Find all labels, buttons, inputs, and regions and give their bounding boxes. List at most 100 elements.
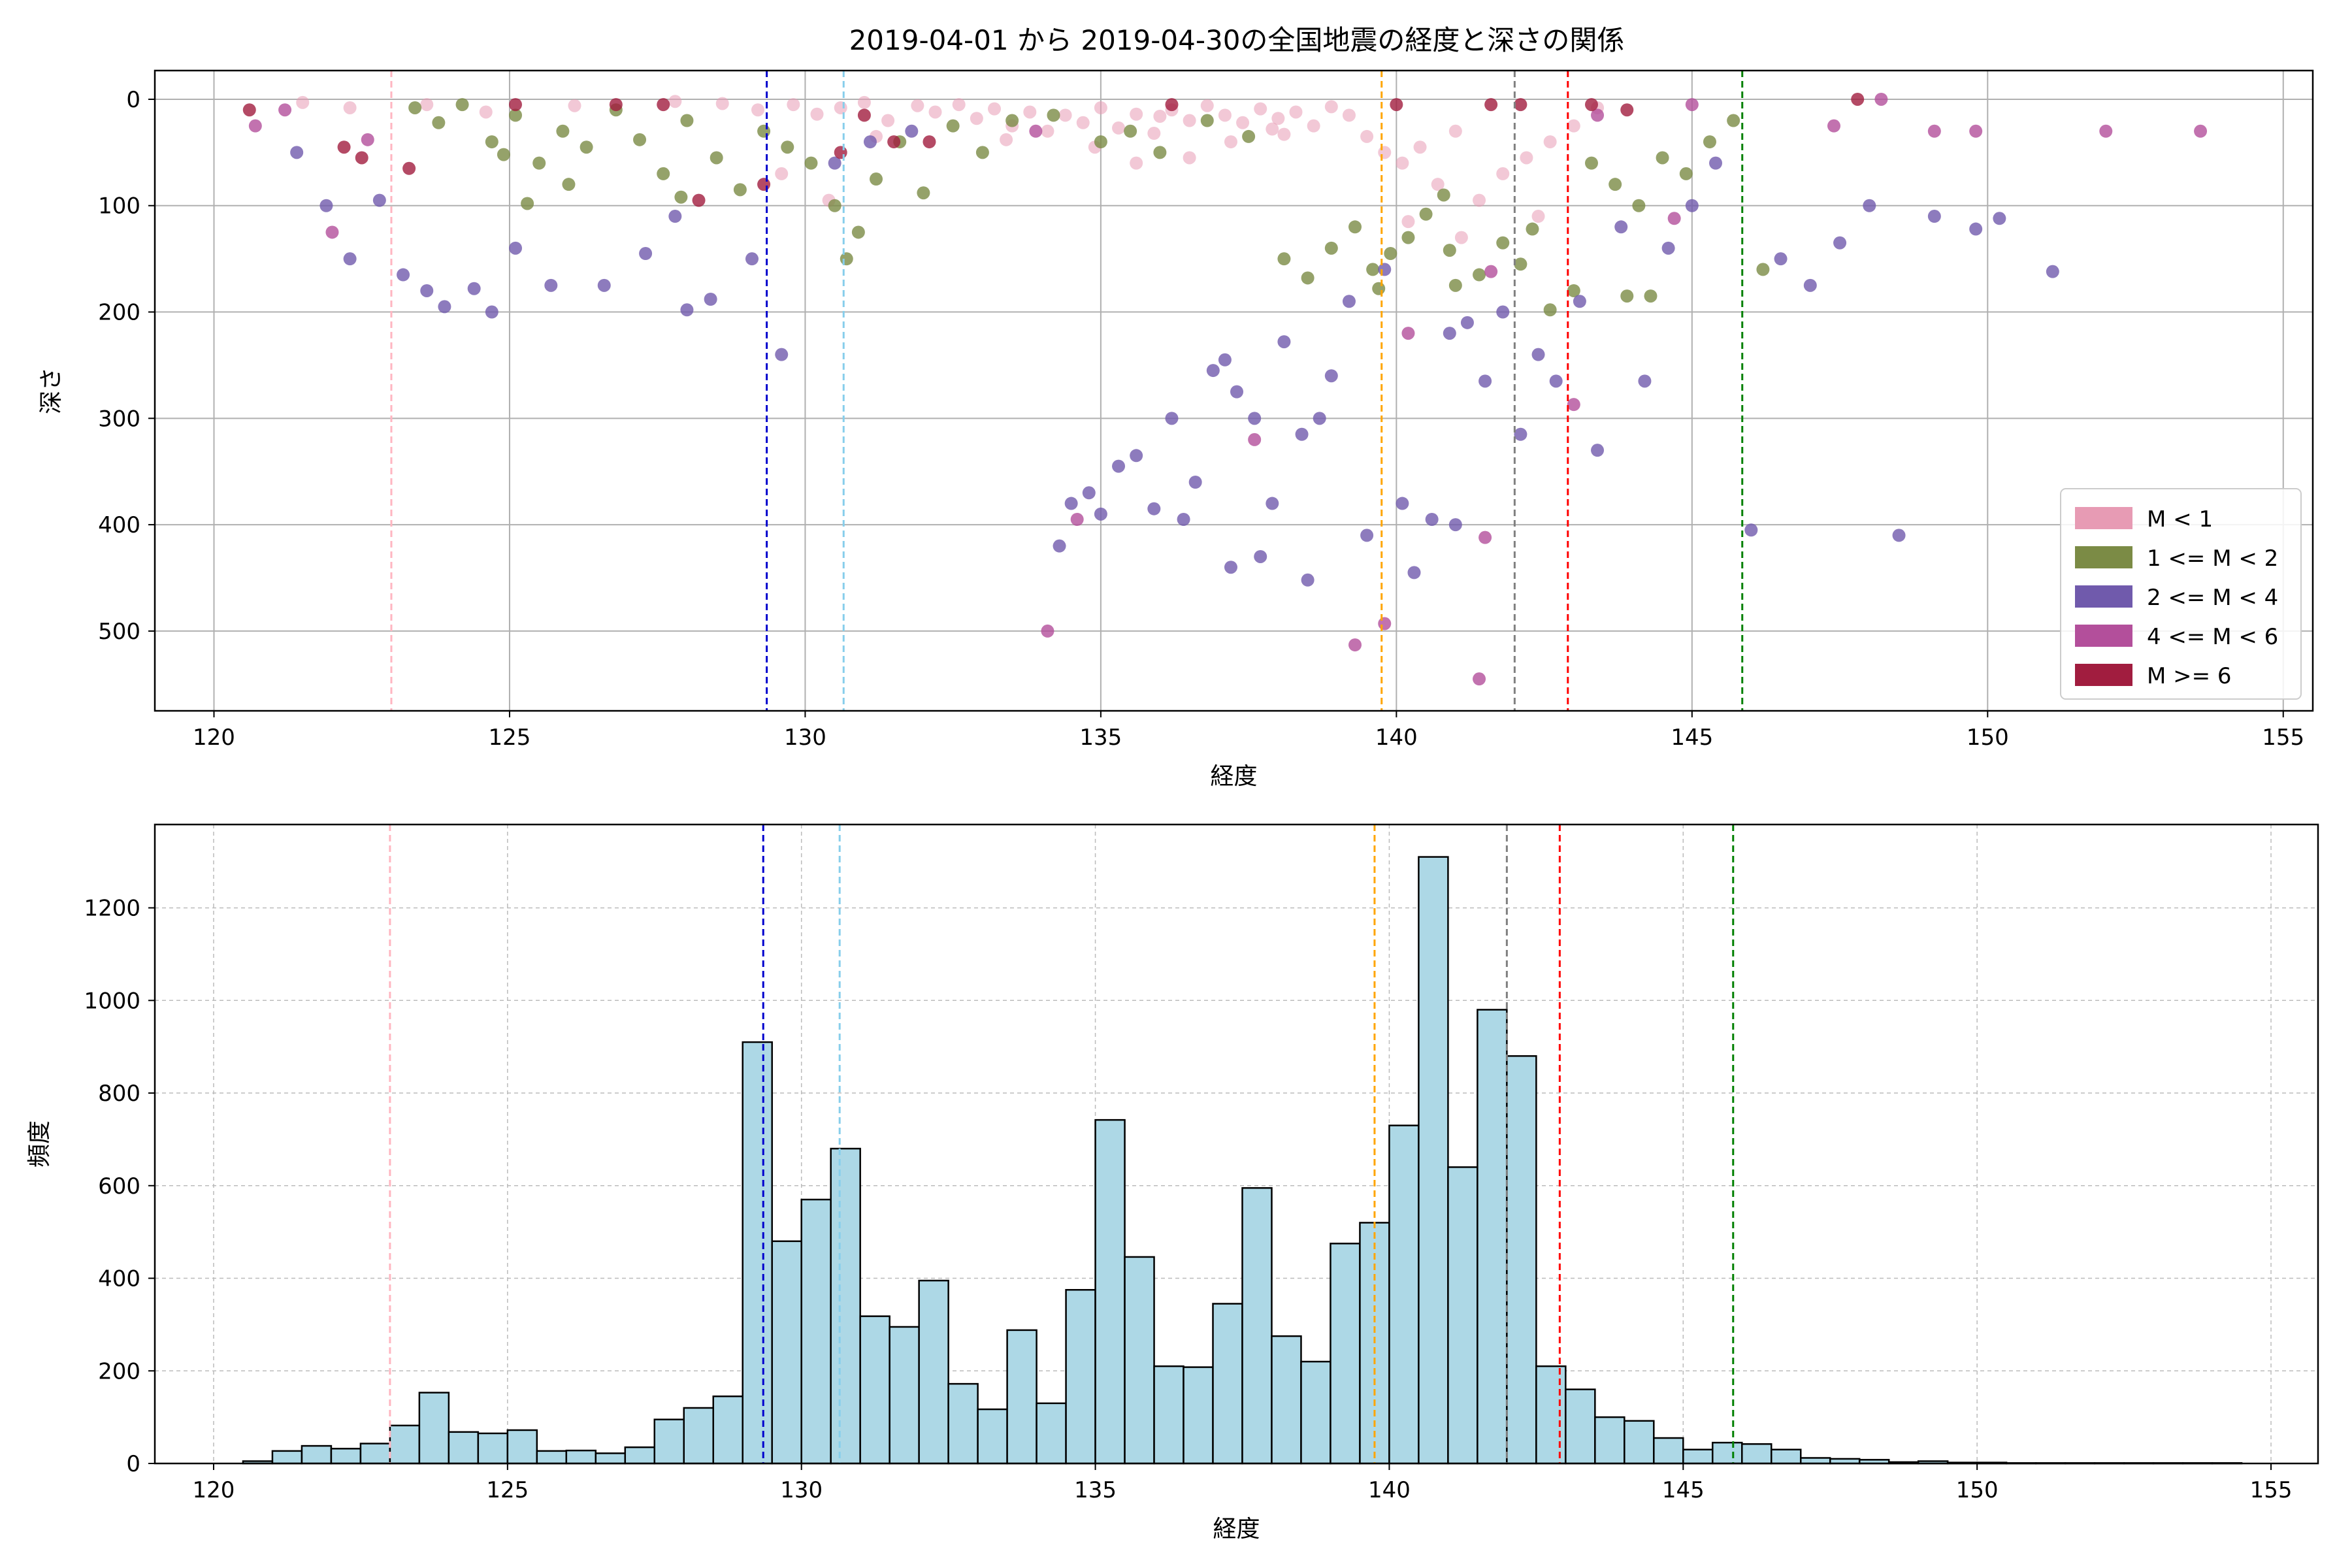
- histogram-bar: [448, 1431, 480, 1465]
- histogram-bar: [771, 1240, 802, 1465]
- scatter-point: [420, 98, 434, 112]
- scatter-point: [946, 119, 960, 133]
- scatter-point: [1053, 539, 1066, 553]
- histogram-bar: [1241, 1187, 1273, 1465]
- scatter-point: [1514, 257, 1527, 271]
- scatter-point: [397, 268, 410, 282]
- scatter-point: [1112, 459, 1126, 473]
- scatter-grid: [155, 71, 2313, 711]
- scatter-point: [680, 114, 694, 127]
- histogram-bar: [1036, 1402, 1067, 1465]
- scatter-point: [1514, 427, 1527, 441]
- scatter-ticks: 120 125 130 135 140 145 150 155 0 100 200 300 400 500: [98, 87, 2304, 751]
- scatter-point: [857, 108, 871, 122]
- scatter-point: [1874, 92, 1888, 106]
- scatter-point: [1200, 114, 1214, 127]
- histogram-x-tick-label: 135: [1074, 1477, 1117, 1503]
- scatter-point: [887, 135, 901, 149]
- histogram-bar: [1183, 1366, 1214, 1465]
- scatter-point: [1827, 119, 1841, 133]
- histogram-bar: [595, 1452, 627, 1465]
- scatter-x-tick-label: 130: [784, 725, 826, 751]
- scatter-point: [1360, 129, 1374, 143]
- scatter-point: [988, 102, 1002, 116]
- scatter-point: [1661, 241, 1675, 255]
- scatter-point: [1064, 497, 1078, 510]
- scatter-point: [1378, 263, 1392, 276]
- scatter-point: [1130, 107, 1143, 121]
- histogram-bar: [389, 1424, 421, 1465]
- scatter-point: [1656, 151, 1669, 165]
- histogram-bar: [1447, 1166, 1478, 1465]
- scatter-point: [1307, 119, 1320, 133]
- scatter-point: [1348, 220, 1362, 234]
- scatter-point: [556, 124, 570, 138]
- scatter-point: [1218, 353, 1232, 367]
- scatter-point: [1342, 108, 1356, 122]
- scatter-point: [2046, 265, 2059, 278]
- scatter-point: [248, 119, 262, 133]
- scatter-legend: M < 1 1 <= M < 2 2 <= M < 4 4 <= M < 6 M >= …: [2060, 488, 2302, 700]
- scatter-point: [2099, 124, 2113, 138]
- scatter-point: [1496, 305, 1510, 319]
- scatter-point: [1396, 497, 1409, 510]
- scatter-point: [1620, 103, 1634, 117]
- scatter-point: [1484, 265, 1498, 278]
- scatter-point: [1443, 327, 1456, 340]
- scatter-point: [1526, 222, 1539, 236]
- scatter-point: [1851, 92, 1865, 106]
- scatter-point: [1023, 105, 1037, 119]
- histogram-x-tick-label: 140: [1368, 1477, 1411, 1503]
- scatter-point: [1478, 531, 1492, 544]
- scatter-point: [828, 156, 841, 170]
- scatter-point: [923, 135, 936, 149]
- scatter-point: [278, 103, 292, 117]
- histogram-bar: [565, 1449, 597, 1465]
- scatter-point: [1384, 247, 1397, 260]
- histogram-bar: [1653, 1437, 1684, 1465]
- histogram-bar: [624, 1446, 656, 1465]
- scatter-point: [325, 225, 339, 239]
- scatter-point: [1324, 100, 1338, 114]
- scatter-point: [857, 95, 871, 109]
- scatter-point: [1301, 271, 1315, 285]
- scatter-point: [668, 210, 682, 223]
- scatter-point: [1248, 433, 1262, 446]
- scatter-point: [1242, 129, 1256, 143]
- scatter-point: [1082, 486, 1096, 500]
- scatter-point: [2194, 124, 2208, 138]
- scatter-point: [710, 151, 723, 165]
- scatter-point: [361, 133, 374, 146]
- legend-swatch: [2075, 546, 2132, 568]
- scatter-point: [733, 183, 747, 197]
- scatter-point: [1496, 167, 1510, 180]
- histogram-bar: [477, 1432, 509, 1465]
- scatter-point: [870, 172, 883, 186]
- legend-swatch: [2075, 585, 2132, 608]
- scatter-point: [1685, 98, 1699, 112]
- scatter-point: [781, 140, 794, 154]
- scatter-point: [1041, 624, 1054, 638]
- scatter-point: [1407, 566, 1421, 580]
- scatter-point: [355, 151, 368, 165]
- scatter-point: [970, 112, 983, 125]
- scatter-point: [402, 161, 416, 175]
- histogram-panel: 120 125 130 135 140 145 150 155 0 200 400 600 800 100…: [26, 823, 2319, 1543]
- scatter-point: [1324, 241, 1338, 255]
- histogram-bar: [1124, 1256, 1155, 1465]
- legend-label: M < 1: [2147, 506, 2213, 532]
- scatter-point: [1993, 212, 2006, 225]
- scatter-point: [1927, 210, 1941, 223]
- histogram-bar: [889, 1326, 920, 1465]
- scatter-point: [1301, 573, 1315, 587]
- histogram-bar: [301, 1445, 333, 1465]
- scatter-point: [1419, 207, 1433, 221]
- scatter-point: [834, 101, 847, 114]
- scatter-y-tick-label: 300: [98, 406, 140, 432]
- figure-title: 2019-04-01 から 2019-04-30の全国地震の経度と深さの関係: [849, 24, 1625, 56]
- scatter-point: [1165, 412, 1179, 425]
- scatter-point: [633, 133, 647, 146]
- scatter-y-axis-label: 深さ: [38, 367, 65, 414]
- scatter-point: [544, 278, 558, 292]
- scatter-point: [1005, 114, 1019, 127]
